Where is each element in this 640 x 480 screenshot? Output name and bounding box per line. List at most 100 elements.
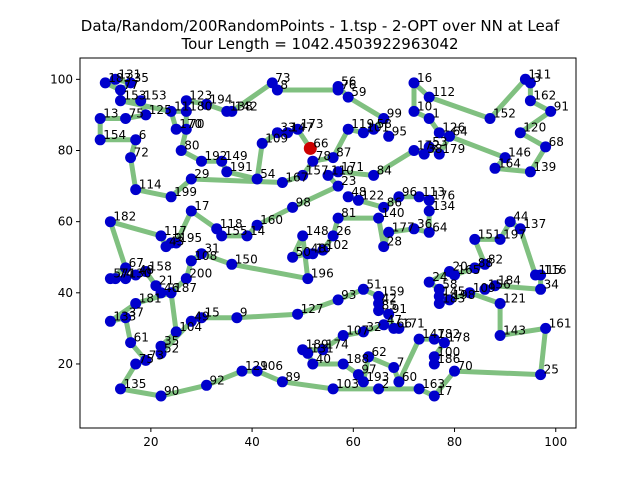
city-label: 7 — [397, 356, 405, 370]
city-label: 181 — [139, 292, 162, 306]
city-point — [363, 351, 374, 363]
city-label: 44 — [513, 210, 528, 224]
chart-title: Data/Random/200RandomPoints - 1.tsp - 2-… — [81, 17, 560, 35]
city-label: 14 — [250, 224, 265, 238]
city-label: 8 — [280, 78, 288, 92]
city-label: 13 — [103, 107, 118, 121]
city-point — [357, 127, 369, 139]
point-layer — [94, 73, 557, 402]
city-label: 127 — [301, 302, 324, 316]
city-label: 86 — [387, 195, 402, 209]
city-point — [357, 326, 369, 338]
city-point — [251, 173, 263, 185]
city-point — [388, 362, 400, 373]
city-point — [165, 287, 177, 299]
city-point — [196, 155, 207, 167]
city-point — [201, 379, 212, 391]
city-label: 74 — [118, 267, 133, 281]
city-point — [444, 294, 455, 306]
city-label: 72 — [134, 146, 149, 160]
city-point — [185, 255, 197, 267]
city-label: 33 — [280, 121, 295, 135]
city-point — [433, 148, 445, 160]
city-point — [444, 130, 455, 142]
city-point — [428, 358, 440, 370]
city-label: 121 — [503, 292, 526, 306]
city-point — [423, 276, 435, 288]
city-point — [327, 152, 339, 164]
city-label: 182 — [113, 210, 136, 224]
city-point — [196, 248, 207, 260]
city-point — [378, 113, 390, 124]
city-label: 107 — [346, 324, 369, 338]
city-label: 152 — [493, 107, 516, 121]
city-point — [514, 223, 526, 235]
city-label: 75 — [139, 352, 154, 366]
city-label: 37 — [129, 306, 144, 320]
city-point — [423, 226, 435, 238]
city-label: 99 — [387, 107, 402, 121]
city-point — [540, 322, 552, 334]
city-point — [155, 287, 167, 299]
city-point — [408, 223, 420, 235]
city-point — [231, 312, 243, 324]
city-label: 40 — [316, 352, 331, 366]
y-tick-label: 80 — [58, 144, 73, 158]
city-label: 52 — [164, 341, 179, 355]
city-point — [423, 205, 435, 217]
x-tick-label: 80 — [447, 435, 462, 449]
city-point — [115, 95, 126, 107]
city-label: 167 — [285, 171, 308, 185]
city-label: 179 — [442, 142, 465, 156]
city-label: 126 — [442, 121, 465, 135]
city-point — [540, 141, 552, 153]
city-label: 93 — [341, 288, 356, 302]
city-label: 139 — [533, 160, 556, 174]
city-label: 131 — [118, 67, 141, 81]
city-point — [125, 77, 137, 89]
city-label: 158 — [149, 260, 172, 274]
city-point — [115, 84, 126, 96]
city-label: 23 — [341, 174, 356, 188]
city-point — [342, 191, 354, 203]
city-label: 178 — [447, 331, 470, 345]
city-point — [423, 91, 435, 103]
city-label: 35 — [164, 334, 179, 348]
city-label: 153 — [144, 89, 167, 103]
city-point — [489, 162, 501, 174]
city-point — [535, 269, 547, 281]
city-point — [479, 283, 491, 295]
city-point — [332, 294, 344, 306]
city-point — [428, 390, 440, 402]
city-label: 110 — [331, 163, 354, 177]
city-point — [297, 230, 309, 242]
city-label: 104 — [179, 320, 202, 334]
city-point — [378, 201, 390, 213]
city-label: 142 — [235, 99, 258, 113]
y-tick-label: 100 — [50, 72, 73, 86]
x-tick-label: 40 — [244, 435, 259, 449]
city-point — [464, 287, 476, 299]
city-point — [109, 73, 121, 85]
city-point — [180, 105, 192, 117]
y-tick-label: 20 — [58, 357, 73, 371]
city-point — [393, 322, 405, 334]
city-label: 10 — [316, 242, 331, 256]
city-point — [524, 77, 536, 89]
city-label: 48 — [351, 185, 366, 199]
city-label: 115 — [539, 263, 562, 277]
city-point — [428, 333, 440, 345]
city-point — [342, 123, 354, 135]
city-point — [201, 98, 212, 110]
city-point — [140, 354, 152, 366]
city-point — [236, 365, 248, 377]
city-label: 58 — [442, 277, 457, 291]
city-label: 111 — [528, 67, 551, 81]
city-label: 130 — [129, 267, 152, 281]
city-label: 172 — [417, 139, 440, 153]
city-point — [484, 113, 496, 124]
city-point — [504, 216, 516, 228]
city-label: 195 — [179, 231, 202, 245]
city-point — [155, 230, 167, 242]
city-point — [332, 180, 344, 192]
